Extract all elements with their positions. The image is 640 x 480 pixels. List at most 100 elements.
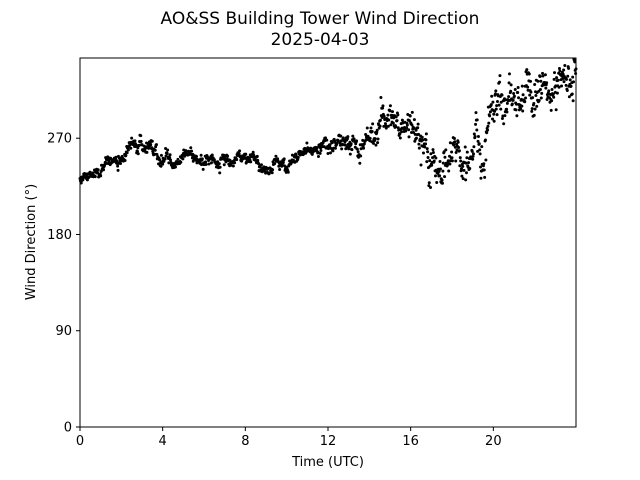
- data-point: [458, 156, 462, 160]
- data-point: [426, 156, 430, 160]
- data-point: [494, 89, 498, 93]
- data-point: [378, 118, 382, 122]
- x-tick-label: 0: [76, 434, 84, 449]
- data-point: [326, 151, 330, 155]
- data-point: [452, 136, 456, 140]
- data-point: [340, 147, 344, 151]
- data-point: [566, 74, 570, 78]
- data-point: [384, 126, 388, 130]
- data-point: [168, 153, 172, 157]
- data-point: [520, 84, 524, 88]
- data-point: [532, 101, 536, 105]
- data-point: [510, 102, 514, 106]
- data-point: [512, 91, 516, 95]
- y-tick-label: 180: [47, 228, 72, 243]
- data-point: [355, 139, 359, 143]
- data-point: [409, 130, 413, 134]
- data-point: [424, 132, 428, 136]
- data-point: [335, 141, 339, 145]
- data-point: [359, 147, 363, 151]
- data-point: [378, 124, 382, 128]
- data-point: [425, 147, 429, 151]
- data-point: [483, 175, 487, 179]
- data-point: [470, 149, 474, 153]
- data-point: [348, 152, 352, 156]
- data-point: [528, 93, 532, 97]
- data-point: [509, 83, 513, 87]
- data-point: [450, 159, 454, 163]
- data-point: [570, 92, 574, 96]
- data-point: [567, 95, 571, 99]
- data-point: [424, 138, 428, 142]
- data-point: [538, 74, 542, 78]
- data-point: [507, 81, 511, 85]
- data-point: [494, 107, 498, 111]
- data-point: [370, 130, 374, 134]
- data-point: [523, 100, 527, 104]
- data-point: [427, 181, 431, 185]
- data-point: [495, 100, 499, 104]
- data-point: [456, 140, 460, 144]
- data-point: [467, 161, 471, 165]
- data-point: [405, 126, 409, 130]
- data-point: [552, 95, 556, 99]
- data-point: [93, 175, 97, 179]
- data-point: [561, 72, 565, 76]
- data-point: [387, 118, 391, 122]
- data-point: [114, 155, 118, 159]
- data-point: [145, 150, 149, 154]
- data-point: [212, 158, 216, 162]
- data-point: [375, 128, 379, 132]
- data-point: [217, 162, 221, 166]
- data-point: [244, 152, 248, 156]
- data-point: [271, 168, 275, 172]
- data-point: [382, 114, 386, 118]
- data-point: [557, 85, 561, 89]
- data-point: [329, 146, 333, 150]
- data-point: [254, 158, 258, 162]
- data-point: [139, 134, 143, 138]
- data-point: [155, 152, 159, 156]
- y-tick-label: 90: [55, 324, 72, 339]
- data-point: [571, 75, 575, 79]
- data-point: [252, 153, 256, 157]
- data-point: [450, 150, 454, 154]
- data-point: [281, 161, 285, 165]
- data-point: [296, 155, 300, 159]
- data-point: [136, 152, 140, 156]
- data-point: [516, 85, 520, 89]
- data-point: [407, 128, 411, 132]
- data-point: [231, 164, 235, 168]
- data-point: [512, 94, 516, 98]
- data-point: [483, 138, 487, 142]
- data-point: [454, 151, 458, 155]
- data-point: [356, 150, 360, 154]
- data-point: [209, 161, 213, 165]
- data-point: [507, 72, 511, 76]
- data-point: [433, 174, 437, 178]
- data-point: [534, 93, 538, 97]
- data-point: [486, 124, 490, 128]
- data-point: [452, 143, 456, 147]
- data-point: [547, 89, 551, 93]
- data-point: [505, 101, 509, 105]
- data-point: [238, 149, 242, 153]
- data-point: [412, 126, 416, 130]
- data-point: [457, 146, 461, 150]
- data-point: [550, 87, 554, 91]
- data-point: [447, 169, 451, 173]
- data-point: [207, 162, 211, 166]
- data-point: [478, 148, 482, 152]
- data-point: [475, 128, 479, 132]
- data-point: [150, 139, 154, 143]
- data-point: [521, 109, 525, 113]
- x-tick-label: 20: [485, 434, 502, 449]
- data-point: [273, 162, 277, 166]
- data-point: [474, 122, 478, 126]
- data-point: [441, 169, 445, 173]
- data-point: [484, 158, 488, 162]
- data-point: [408, 114, 412, 118]
- data-point: [257, 162, 261, 166]
- data-point: [536, 79, 540, 83]
